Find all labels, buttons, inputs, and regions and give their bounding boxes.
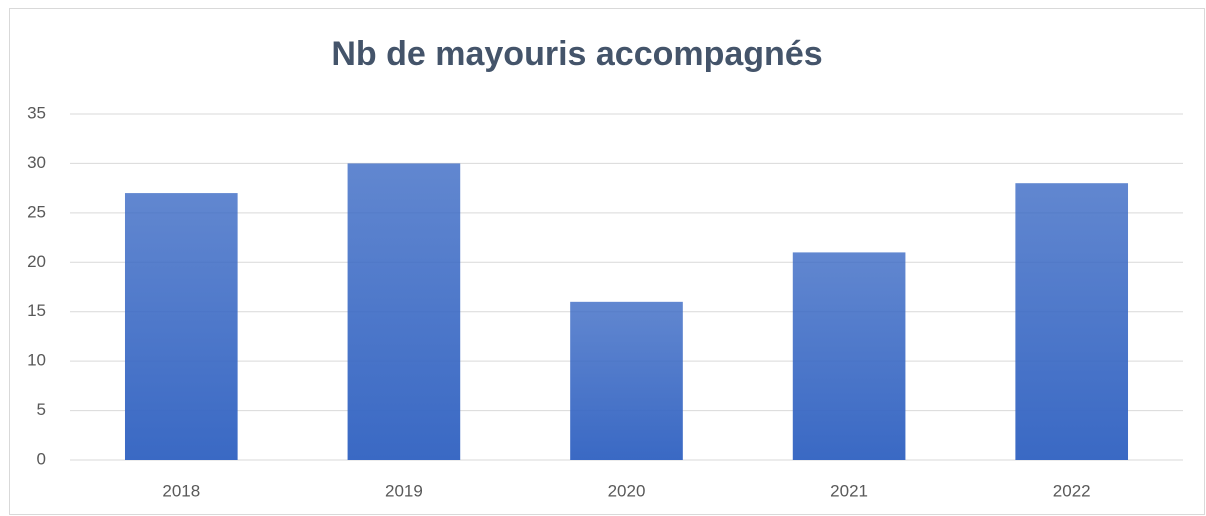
bar [1015, 183, 1129, 460]
y-tick-label: 35 [27, 103, 46, 122]
x-tick-label: 2021 [830, 481, 868, 500]
x-tick-label: 2018 [162, 481, 200, 500]
bar [347, 163, 461, 460]
bar [792, 252, 906, 460]
x-tick-label: 2020 [608, 481, 646, 500]
x-tick-label: 2019 [385, 481, 423, 500]
y-tick-label: 10 [27, 351, 46, 370]
y-tick-label: 25 [27, 202, 46, 221]
bar [124, 193, 238, 461]
y-tick-label: 20 [27, 252, 46, 271]
chart-title: Nb de mayouris accompagnés [331, 35, 822, 73]
y-tick-label: 0 [37, 449, 46, 468]
y-tick-label: 5 [37, 400, 46, 419]
x-tick-label: 2022 [1053, 481, 1091, 500]
bar [570, 301, 683, 460]
y-tick-label: 30 [27, 153, 46, 172]
y-tick-label: 15 [27, 301, 46, 320]
